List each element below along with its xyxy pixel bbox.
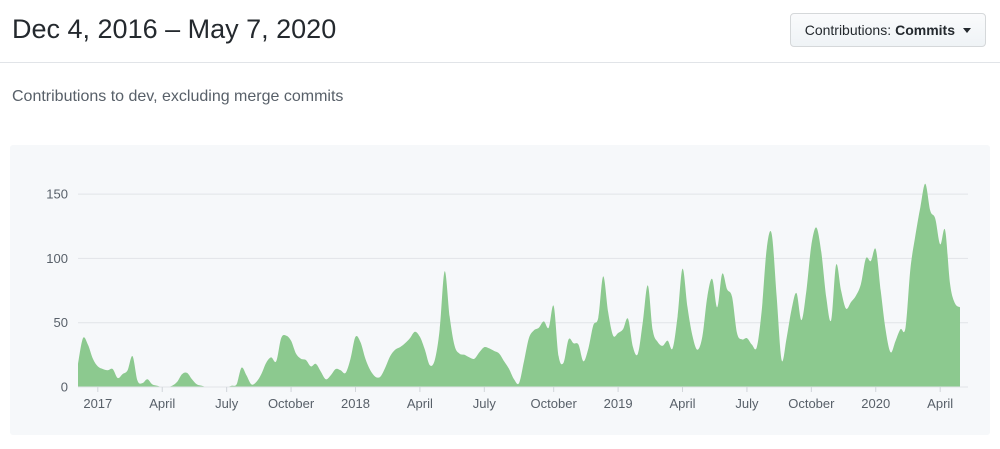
y-tick-label: 150 — [46, 187, 68, 202]
x-tick-label: 2020 — [861, 396, 890, 411]
x-tick-label: October — [531, 396, 578, 411]
contributions-dropdown-button[interactable]: Contributions: Commits — [789, 13, 986, 47]
x-tick-label: 2018 — [341, 396, 370, 411]
x-tick-label: 2017 — [83, 396, 112, 411]
commit-activity-chart: 0 50 100 150 2017 April July October 2018 April Ju… — [46, 183, 968, 411]
x-tick-label: October — [788, 396, 835, 411]
chart-subtitle: Contributions to dev, excluding merge co… — [12, 88, 344, 105]
commit-activity-chart-panel: 0 50 100 150 2017 April July October 2018 April Ju… — [10, 145, 990, 435]
x-tick-label: April — [149, 396, 175, 411]
page-title: Dec 4, 2016 – May 7, 2020 — [12, 14, 337, 44]
contributions-dropdown-label: Contributions: — [804, 22, 892, 38]
x-tick-label: July — [735, 396, 759, 411]
y-tick-label: 100 — [46, 251, 68, 266]
page-header: Dec 4, 2016 – May 7, 2020 Contributions:… — [0, 0, 1000, 63]
x-tick-label: April — [927, 396, 953, 411]
x-tick-label: July — [473, 396, 497, 411]
contributions-dropdown-value: Commits — [895, 22, 955, 38]
y-tick-label: 0 — [61, 380, 68, 395]
header-divider — [0, 62, 1000, 63]
x-tick-label: July — [215, 396, 239, 411]
x-tick-label: April — [670, 396, 696, 411]
x-tick-label: 2019 — [604, 396, 633, 411]
commits-area-series — [78, 183, 960, 387]
x-tick-label: October — [268, 396, 315, 411]
y-tick-label: 50 — [54, 315, 68, 330]
caret-down-icon — [963, 27, 971, 33]
x-tick-label: April — [407, 396, 433, 411]
